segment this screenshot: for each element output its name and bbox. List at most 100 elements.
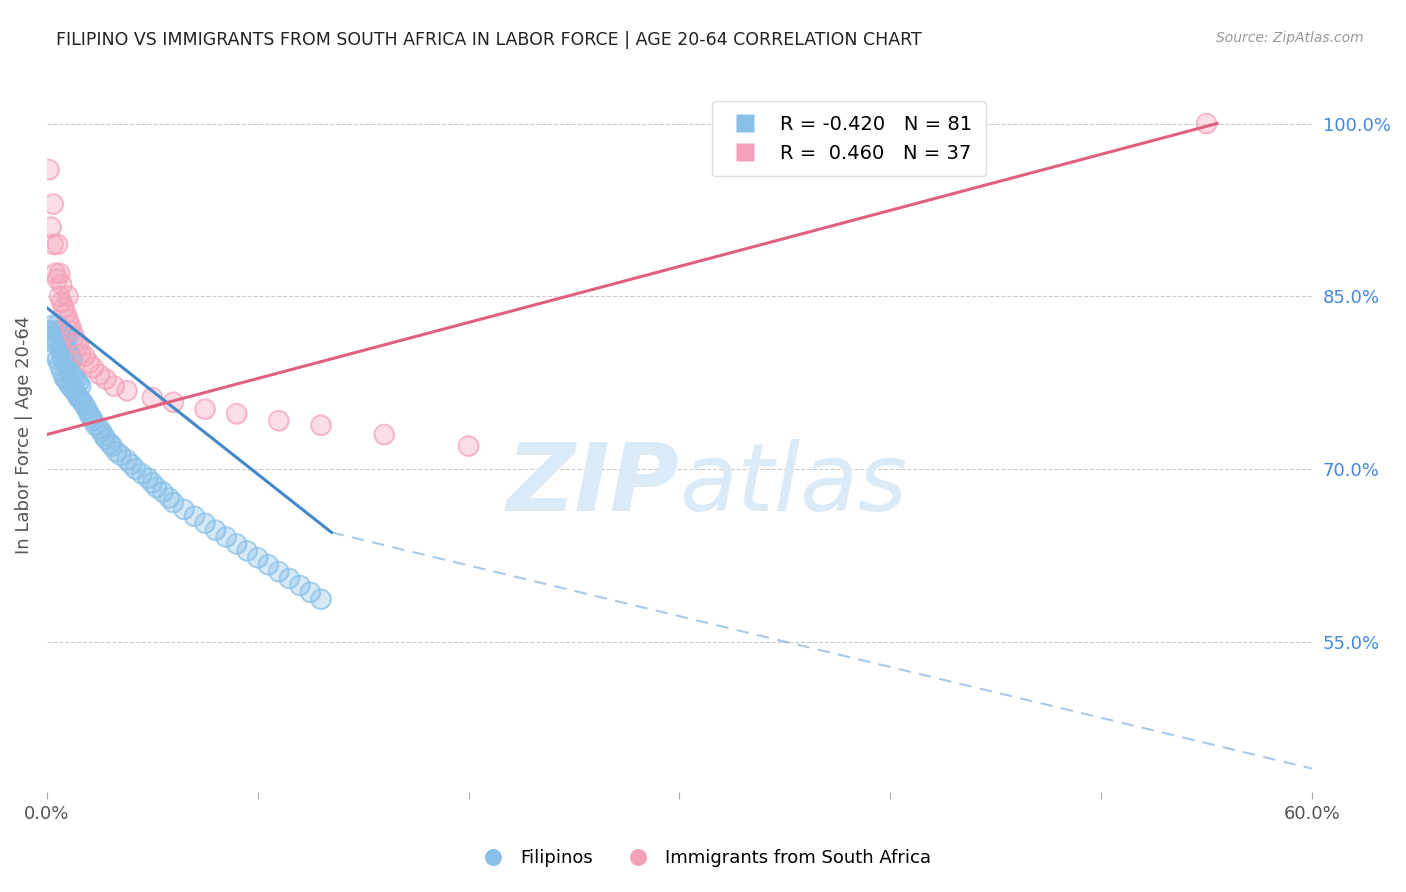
Point bbox=[204, 523, 226, 537]
Point bbox=[110, 448, 132, 462]
Point bbox=[225, 407, 247, 421]
Text: FILIPINO VS IMMIGRANTS FROM SOUTH AFRICA IN LABOR FORCE | AGE 20-64 CORRELATION : FILIPINO VS IMMIGRANTS FROM SOUTH AFRICA… bbox=[56, 31, 922, 49]
Point bbox=[309, 592, 332, 607]
Point bbox=[48, 289, 70, 303]
Point bbox=[194, 402, 217, 417]
Point bbox=[42, 335, 65, 350]
Point bbox=[101, 439, 124, 453]
Point bbox=[101, 439, 124, 453]
Point bbox=[80, 410, 103, 425]
Point bbox=[60, 324, 83, 338]
Point bbox=[89, 368, 111, 382]
Point bbox=[56, 289, 79, 303]
Point bbox=[42, 335, 65, 350]
Point bbox=[257, 558, 280, 572]
Point bbox=[194, 516, 217, 531]
Point bbox=[59, 318, 82, 332]
Point bbox=[98, 436, 121, 450]
Point bbox=[162, 495, 184, 509]
Point bbox=[194, 402, 217, 417]
Point bbox=[46, 318, 69, 332]
Point bbox=[48, 266, 70, 280]
Point bbox=[46, 352, 69, 367]
Point bbox=[67, 391, 90, 405]
Text: atlas: atlas bbox=[679, 439, 908, 530]
Point bbox=[69, 392, 91, 407]
Point bbox=[93, 428, 115, 442]
Point bbox=[236, 544, 259, 558]
Text: Source: ZipAtlas.com: Source: ZipAtlas.com bbox=[1216, 31, 1364, 45]
Point bbox=[46, 272, 69, 286]
Point bbox=[48, 289, 70, 303]
Point bbox=[52, 337, 75, 351]
Point bbox=[51, 364, 73, 378]
Point bbox=[183, 509, 205, 524]
Point bbox=[63, 384, 86, 398]
Point bbox=[246, 550, 269, 565]
Point bbox=[59, 349, 82, 363]
Point bbox=[67, 391, 90, 405]
Point bbox=[152, 485, 174, 500]
Point bbox=[84, 418, 107, 433]
Point bbox=[46, 237, 69, 252]
Point bbox=[65, 387, 87, 401]
Point bbox=[94, 432, 117, 446]
Point bbox=[51, 295, 73, 310]
Point bbox=[457, 439, 479, 453]
Point bbox=[93, 428, 115, 442]
Point bbox=[69, 347, 91, 361]
Point bbox=[215, 530, 238, 544]
Point bbox=[67, 376, 90, 390]
Point bbox=[183, 509, 205, 524]
Point bbox=[110, 448, 132, 462]
Point bbox=[55, 341, 77, 355]
Point bbox=[51, 324, 73, 338]
Point bbox=[457, 439, 479, 453]
Point bbox=[38, 324, 60, 338]
Point bbox=[59, 364, 82, 378]
Point bbox=[194, 516, 217, 531]
Point bbox=[56, 376, 79, 390]
Point bbox=[69, 379, 91, 393]
Point bbox=[55, 359, 77, 373]
Point bbox=[39, 220, 62, 235]
Point bbox=[55, 372, 77, 386]
Point bbox=[46, 352, 69, 367]
Point bbox=[56, 344, 79, 359]
Point bbox=[59, 349, 82, 363]
Point bbox=[73, 399, 96, 413]
Point bbox=[77, 407, 100, 421]
Point bbox=[59, 379, 82, 393]
Point bbox=[90, 425, 112, 440]
Point bbox=[136, 471, 159, 485]
Point bbox=[56, 376, 79, 390]
Point bbox=[55, 329, 77, 343]
Point bbox=[309, 418, 332, 433]
Point bbox=[98, 436, 121, 450]
Point bbox=[115, 384, 138, 398]
Point bbox=[38, 162, 60, 177]
Point bbox=[76, 402, 98, 417]
Point bbox=[84, 418, 107, 433]
Point bbox=[105, 444, 128, 458]
Point bbox=[76, 402, 98, 417]
Point bbox=[56, 312, 79, 326]
Point bbox=[288, 578, 311, 592]
Point bbox=[80, 410, 103, 425]
Point bbox=[67, 376, 90, 390]
Point bbox=[131, 467, 153, 481]
Point bbox=[52, 337, 75, 351]
Point bbox=[51, 347, 73, 361]
Legend: R = -0.420   N = 81, R =  0.460   N = 37: R = -0.420 N = 81, R = 0.460 N = 37 bbox=[711, 102, 986, 177]
Point bbox=[246, 550, 269, 565]
Point bbox=[59, 318, 82, 332]
Point bbox=[55, 307, 77, 321]
Point bbox=[60, 324, 83, 338]
Point bbox=[145, 481, 167, 495]
Point bbox=[63, 329, 86, 343]
Point bbox=[299, 585, 322, 599]
Point bbox=[90, 425, 112, 440]
Point bbox=[63, 370, 86, 384]
Point bbox=[52, 301, 75, 315]
Point bbox=[173, 502, 195, 516]
